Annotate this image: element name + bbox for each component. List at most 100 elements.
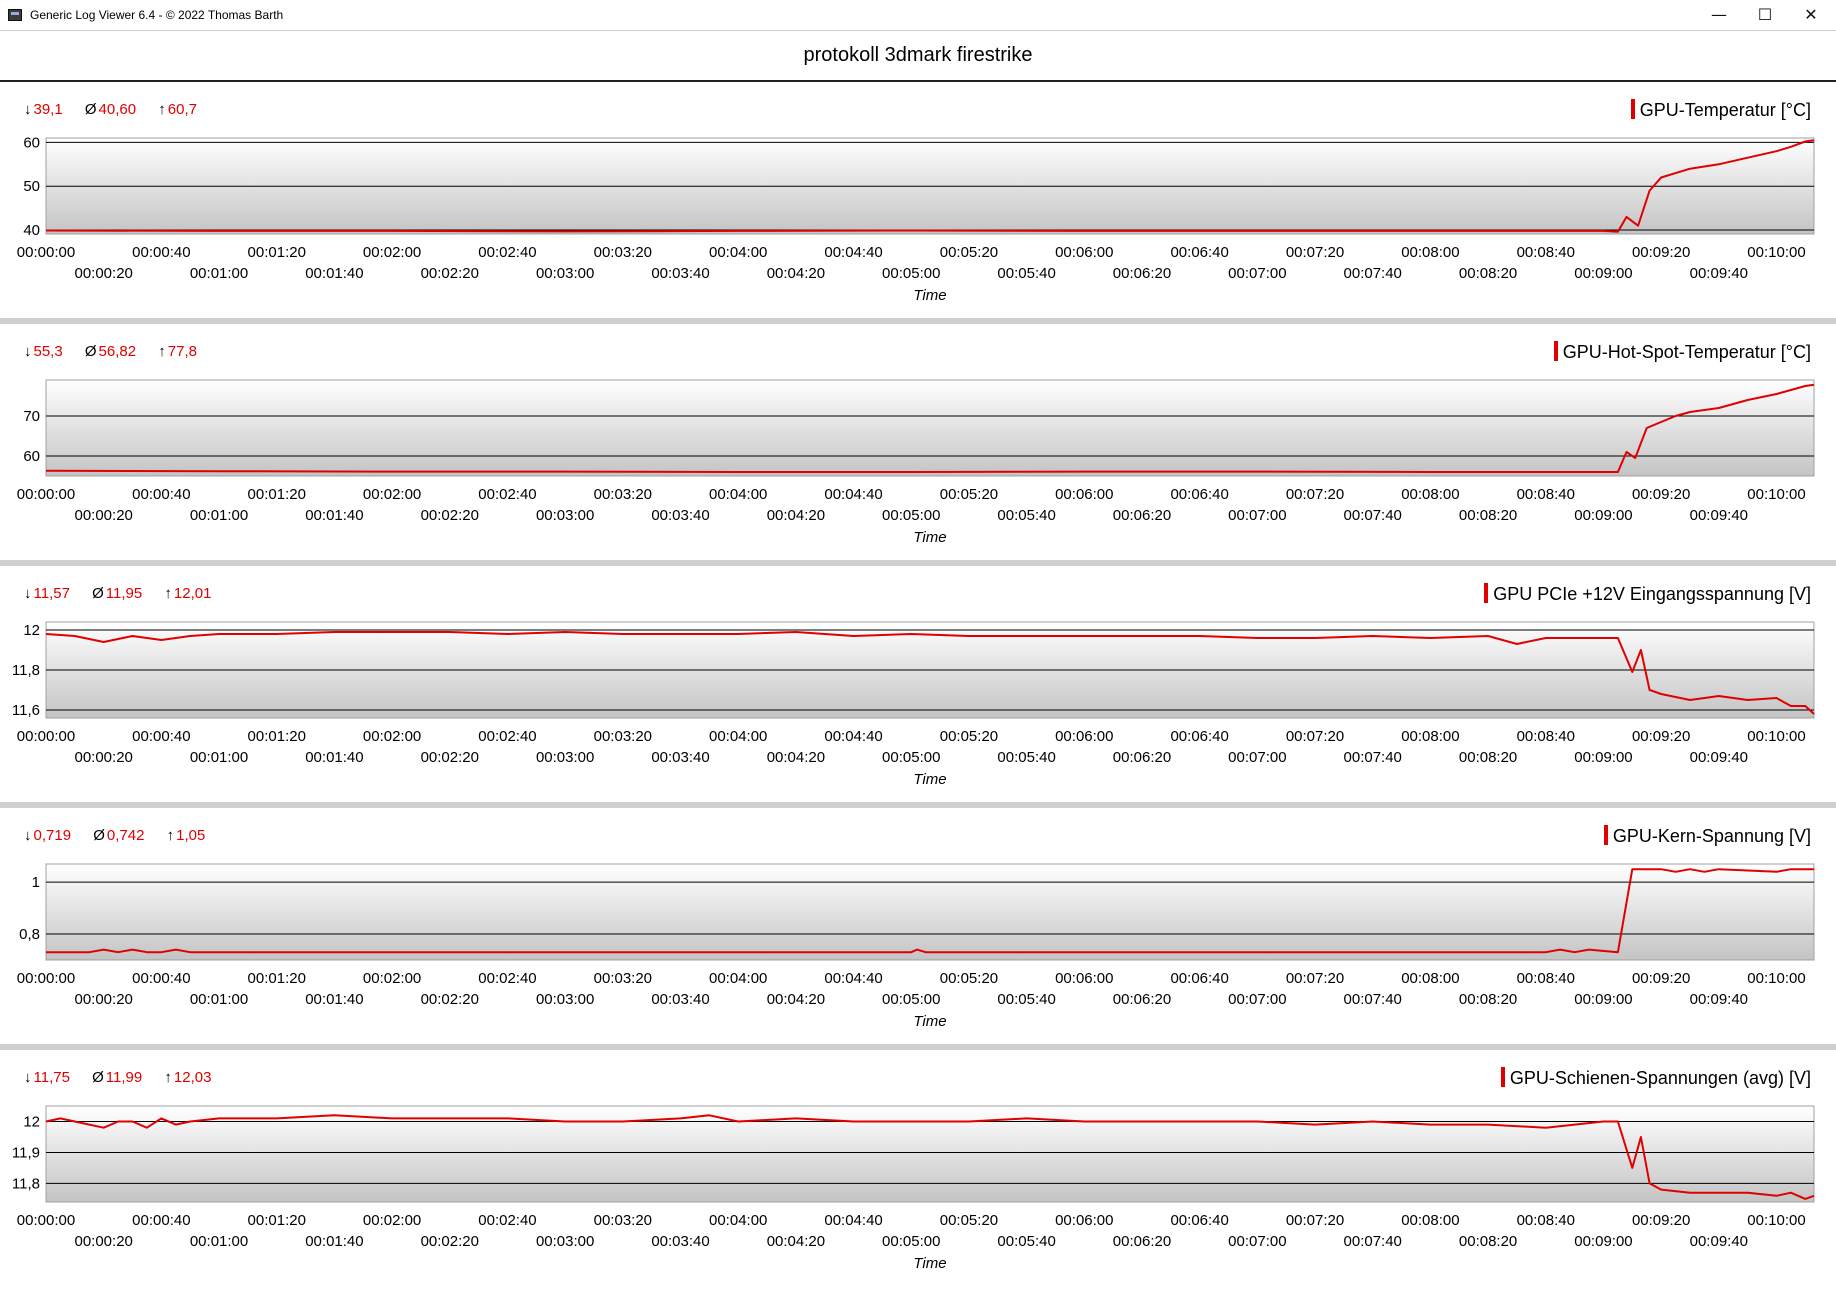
x-tick-label: 00:00:40 bbox=[132, 486, 190, 503]
stat-min: 11,75 bbox=[33, 1069, 70, 1086]
average-icon: Ø bbox=[93, 827, 105, 844]
legend-color-swatch bbox=[1500, 1067, 1505, 1087]
x-tick-label: 00:01:00 bbox=[190, 265, 248, 282]
x-tick-label: 00:02:40 bbox=[478, 728, 536, 745]
stat-min: 11,57 bbox=[33, 585, 70, 602]
stat-max: 12,01 bbox=[173, 585, 212, 602]
line-chart[interactable]: 11,6 11,8 12 00:00:00 00:00:40 00:01:20 00:02:… bbox=[0, 566, 1836, 802]
x-tick-label: 00:03:00 bbox=[536, 749, 594, 766]
x-tick-label: 00:04:00 bbox=[709, 970, 767, 987]
x-tick-label: 00:05:20 bbox=[940, 244, 998, 261]
legend-color-swatch bbox=[1630, 99, 1635, 119]
chart-panel-pcie-12v-voltage[interactable]: ↓ 11,57 Ø 11,95 ↑ 12,01 GPU PCIe +12V Einga… bbox=[0, 566, 1836, 802]
chart-panel-rail-voltages[interactable]: ↓ 11,75 Ø 11,99 ↑ 12,03 GPU-Schienen-Spannu… bbox=[0, 1050, 1836, 1286]
series-line bbox=[45, 1114, 1815, 1200]
x-tick-label: 00:07:40 bbox=[1344, 1233, 1402, 1250]
legend-label: GPU-Kern-Spannung [V] bbox=[1612, 826, 1811, 846]
y-tick-label: 11,8 bbox=[12, 1175, 40, 1192]
x-tick-label: 00:02:20 bbox=[421, 991, 479, 1008]
y-tick-label: 60 bbox=[23, 448, 40, 465]
y-tick-label: 0,8 bbox=[19, 926, 40, 943]
x-tick-label: 00:09:40 bbox=[1690, 749, 1748, 766]
x-tick-label: 00:07:00 bbox=[1228, 265, 1286, 282]
x-tick-label: 00:01:20 bbox=[248, 1212, 306, 1229]
chart-panel-gpu-core-voltage[interactable]: ↓ 0,719 Ø 0,742 ↑ 1,05 GPU-Kern-Spannung [V… bbox=[0, 808, 1836, 1044]
x-tick-label: 00:01:20 bbox=[248, 970, 306, 987]
x-tick-label: 00:01:00 bbox=[190, 991, 248, 1008]
series-legend: GPU-Schienen-Spannungen (avg) [V] bbox=[1500, 1067, 1811, 1089]
line-chart[interactable]: 11,8 11,9 12 00:00:00 00:00:40 00:01:20 00:02:… bbox=[0, 1050, 1836, 1286]
x-tick-label: 00:05:40 bbox=[997, 507, 1055, 524]
stat-avg: 40,60 bbox=[98, 101, 137, 118]
minimize-icon: — bbox=[1711, 5, 1727, 24]
stat-max: 77,8 bbox=[167, 343, 197, 360]
x-tick-label: 00:04:40 bbox=[824, 970, 882, 987]
x-tick-label: 00:01:20 bbox=[248, 728, 306, 745]
series-line bbox=[46, 868, 1814, 954]
x-tick-label: 00:02:20 bbox=[421, 265, 479, 282]
y-tick-label: 40 bbox=[23, 222, 40, 239]
x-tick-label: 00:09:00 bbox=[1574, 1233, 1632, 1250]
stats-row: ↓ 11,57 Ø 11,95 ↑ 12,01 bbox=[24, 585, 229, 602]
y-tick-label: 12 bbox=[23, 622, 40, 639]
x-tick-label: 00:02:00 bbox=[363, 728, 421, 745]
min-arrow-icon: ↓ bbox=[24, 585, 32, 602]
x-tick-label: 00:09:40 bbox=[1690, 265, 1748, 282]
x-tick-label: 00:06:00 bbox=[1055, 728, 1113, 745]
stat-max: 12,03 bbox=[173, 1069, 212, 1086]
stat-avg: 0,742 bbox=[106, 827, 145, 844]
x-tick-label: 00:02:00 bbox=[363, 970, 421, 987]
close-icon: ✕ bbox=[1804, 5, 1818, 24]
series-line bbox=[45, 383, 1815, 473]
max-arrow-icon: ↑ bbox=[164, 1069, 172, 1086]
x-tick-label: 00:00:40 bbox=[132, 244, 190, 261]
x-tick-label: 00:06:20 bbox=[1113, 507, 1171, 524]
x-tick-label: 00:08:00 bbox=[1401, 486, 1459, 503]
close-button[interactable]: ✕ bbox=[1788, 0, 1834, 30]
x-tick-label: 00:05:20 bbox=[940, 1212, 998, 1229]
stat-min: 55,3 bbox=[33, 343, 63, 360]
x-tick-label: 00:07:00 bbox=[1228, 507, 1286, 524]
app-icon bbox=[8, 9, 22, 21]
x-tick-label: 00:00:20 bbox=[74, 1233, 132, 1250]
x-axis-label: Time bbox=[913, 287, 946, 304]
x-tick-label: 00:08:20 bbox=[1459, 265, 1517, 282]
x-tick-label: 00:02:00 bbox=[363, 244, 421, 261]
y-tick-label: 11,8 bbox=[12, 662, 40, 679]
panel-separator[interactable] bbox=[0, 802, 1836, 808]
x-tick-label: 00:04:20 bbox=[767, 1233, 825, 1250]
maximize-button[interactable]: ☐ bbox=[1742, 0, 1788, 30]
panel-separator[interactable] bbox=[0, 318, 1836, 324]
x-tick-label: 00:02:20 bbox=[421, 507, 479, 524]
y-tick-label: 70 bbox=[23, 408, 40, 425]
log-title: protokoll 3dmark firestrike bbox=[803, 44, 1033, 66]
x-tick-label: 00:10:00 bbox=[1747, 728, 1805, 745]
chart-panel-gpu-hotspot-temperature[interactable]: ↓ 55,3 Ø 56,82 ↑ 77,8 GPU-Hot-Spot-Temperat… bbox=[0, 324, 1836, 560]
series-line bbox=[45, 139, 1815, 233]
x-tick-label: 00:05:20 bbox=[940, 728, 998, 745]
x-tick-label: 00:04:40 bbox=[824, 728, 882, 745]
x-tick-label: 00:05:40 bbox=[997, 265, 1055, 282]
x-tick-label: 00:10:00 bbox=[1747, 486, 1805, 503]
legend-label: GPU PCIe +12V Eingangsspannung [V] bbox=[1493, 584, 1811, 604]
y-tick-label: 12 bbox=[23, 1113, 40, 1130]
x-tick-label: 00:08:40 bbox=[1517, 244, 1575, 261]
x-tick-label: 00:02:40 bbox=[478, 1212, 536, 1229]
min-arrow-icon: ↓ bbox=[24, 827, 32, 844]
minimize-button[interactable]: — bbox=[1696, 0, 1742, 30]
x-tick-label: 00:09:20 bbox=[1632, 486, 1690, 503]
y-tick-label: 60 bbox=[23, 134, 40, 151]
x-tick-label: 00:09:20 bbox=[1632, 244, 1690, 261]
plot-area bbox=[45, 863, 1815, 961]
y-tick-label: 50 bbox=[23, 178, 40, 195]
panel-separator[interactable] bbox=[0, 560, 1836, 566]
panel-separator[interactable] bbox=[0, 1044, 1836, 1050]
y-tick-label: 11,6 bbox=[12, 702, 40, 719]
chart-panel-gpu-temperature[interactable]: ↓ 39,1 Ø 40,60 ↑ 60,7 GPU-Temperatur [°C] 4… bbox=[0, 82, 1836, 318]
x-tick-label: 00:01:40 bbox=[305, 991, 363, 1008]
x-tick-label: 00:06:20 bbox=[1113, 1233, 1171, 1250]
min-arrow-icon: ↓ bbox=[24, 343, 32, 360]
